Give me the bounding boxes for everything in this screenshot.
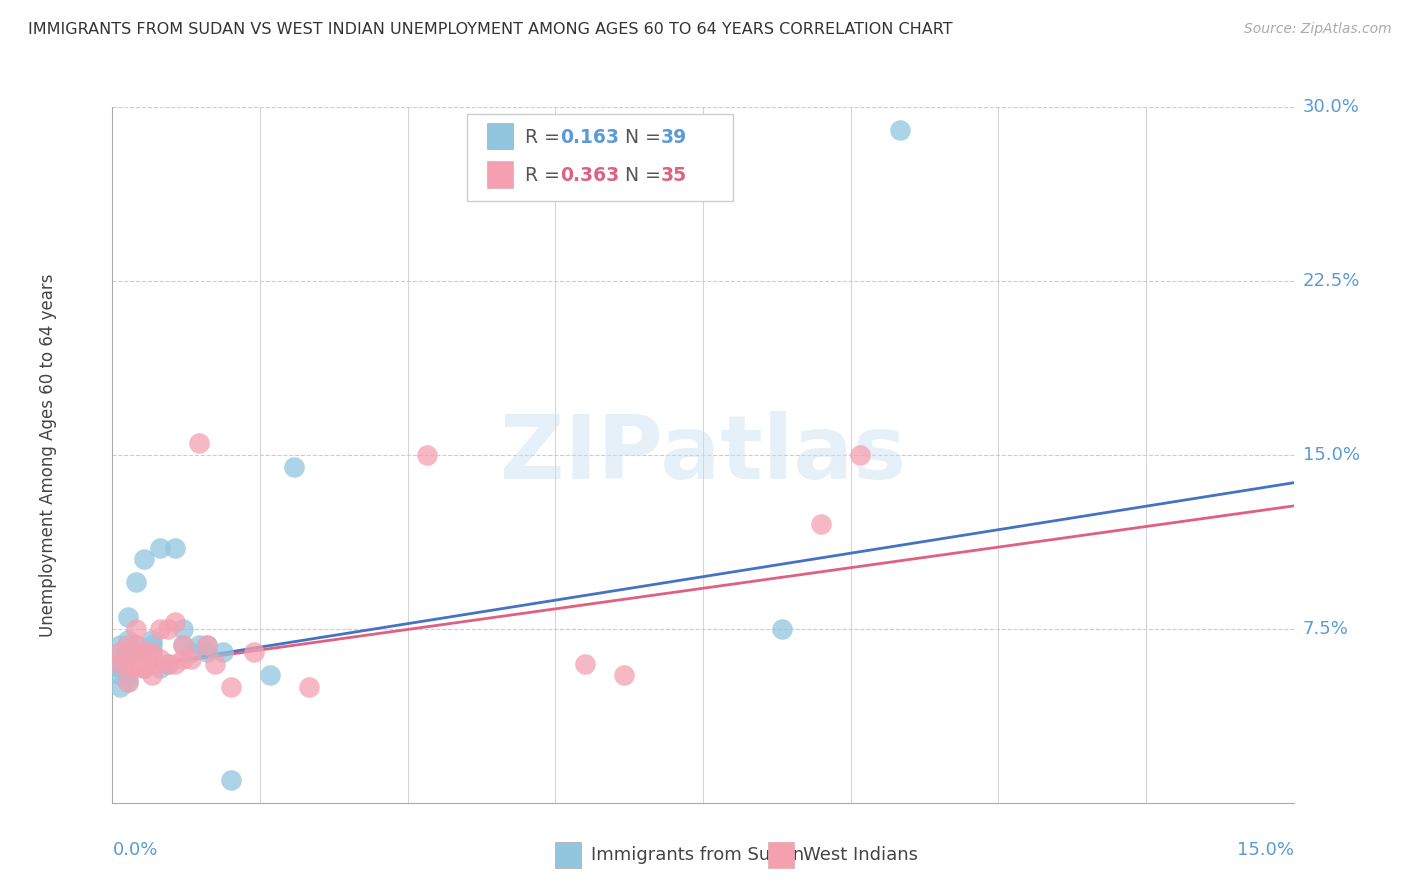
Point <box>110 657 132 671</box>
Point <box>149 661 172 675</box>
Point <box>180 645 202 659</box>
Text: 7.5%: 7.5% <box>1303 620 1348 638</box>
Point <box>195 638 218 652</box>
Point <box>117 610 139 624</box>
Point <box>141 645 163 659</box>
Point <box>172 652 194 666</box>
Point <box>141 638 163 652</box>
Text: N =: N = <box>613 128 666 147</box>
Text: R =: R = <box>524 167 565 186</box>
Point <box>125 638 148 652</box>
Point <box>172 622 194 636</box>
Point <box>613 668 636 682</box>
Point <box>125 661 148 675</box>
Text: West Indians: West Indians <box>803 846 918 864</box>
Point <box>125 652 148 666</box>
Point <box>132 661 155 675</box>
Text: 15.0%: 15.0% <box>1236 841 1294 859</box>
Text: ZIPatlas: ZIPatlas <box>501 411 905 499</box>
Point <box>195 645 218 659</box>
Point <box>574 657 596 671</box>
Point <box>141 657 163 671</box>
Point <box>125 638 148 652</box>
Point <box>165 541 187 555</box>
FancyBboxPatch shape <box>486 161 513 188</box>
Point <box>117 675 139 690</box>
Point <box>195 638 218 652</box>
FancyBboxPatch shape <box>768 842 794 868</box>
Point <box>125 622 148 636</box>
Point <box>141 645 163 659</box>
Point <box>117 668 139 682</box>
Point <box>188 436 211 450</box>
Point <box>298 680 321 694</box>
Point <box>810 517 832 532</box>
Text: R =: R = <box>524 128 565 147</box>
Text: Unemployment Among Ages 60 to 64 years: Unemployment Among Ages 60 to 64 years <box>38 273 56 637</box>
Text: IMMIGRANTS FROM SUDAN VS WEST INDIAN UNEMPLOYMENT AMONG AGES 60 TO 64 YEARS CORR: IMMIGRANTS FROM SUDAN VS WEST INDIAN UNE… <box>28 22 953 37</box>
Text: N =: N = <box>613 167 666 186</box>
Text: 0.163: 0.163 <box>560 128 619 147</box>
Point <box>219 772 242 787</box>
Point <box>243 645 266 659</box>
Point <box>156 657 179 671</box>
Point <box>770 622 793 636</box>
Text: Source: ZipAtlas.com: Source: ZipAtlas.com <box>1244 22 1392 37</box>
Point <box>283 459 305 474</box>
Point <box>889 123 911 137</box>
Point <box>110 680 132 694</box>
FancyBboxPatch shape <box>555 842 581 868</box>
Point <box>110 649 132 664</box>
Point <box>110 668 132 682</box>
Point <box>132 661 155 675</box>
Point <box>180 652 202 666</box>
Point <box>125 645 148 659</box>
Point <box>117 657 139 671</box>
Point <box>156 657 179 671</box>
Point <box>110 638 132 652</box>
Point <box>204 657 226 671</box>
Point <box>172 638 194 652</box>
Text: 30.0%: 30.0% <box>1303 98 1360 116</box>
Point <box>110 661 132 675</box>
Point <box>117 645 139 659</box>
Point <box>219 680 242 694</box>
FancyBboxPatch shape <box>467 114 733 201</box>
Point <box>132 649 155 664</box>
Point <box>149 541 172 555</box>
Point <box>141 633 163 648</box>
Point <box>132 645 155 659</box>
Point <box>132 552 155 566</box>
Point <box>211 645 233 659</box>
Text: 22.5%: 22.5% <box>1303 272 1361 290</box>
Point <box>172 638 194 652</box>
Point <box>849 448 872 462</box>
Point <box>149 652 172 666</box>
Point <box>125 657 148 671</box>
Point <box>132 652 155 666</box>
Point <box>141 668 163 682</box>
FancyBboxPatch shape <box>486 123 513 150</box>
Point <box>156 622 179 636</box>
Point <box>188 638 211 652</box>
Point <box>117 638 139 652</box>
Point <box>125 575 148 590</box>
Text: 15.0%: 15.0% <box>1303 446 1360 464</box>
Point <box>110 645 132 659</box>
Point <box>125 657 148 671</box>
Point <box>117 633 139 648</box>
Point <box>165 657 187 671</box>
Text: 0.0%: 0.0% <box>112 841 157 859</box>
Point <box>416 448 439 462</box>
Text: 39: 39 <box>661 128 686 147</box>
Point <box>117 657 139 671</box>
Point <box>149 622 172 636</box>
Text: 0.363: 0.363 <box>560 167 620 186</box>
Point <box>165 615 187 629</box>
Point <box>259 668 281 682</box>
Text: 35: 35 <box>661 167 686 186</box>
Text: Immigrants from Sudan: Immigrants from Sudan <box>591 846 804 864</box>
Point <box>117 675 139 690</box>
Point <box>110 657 132 671</box>
